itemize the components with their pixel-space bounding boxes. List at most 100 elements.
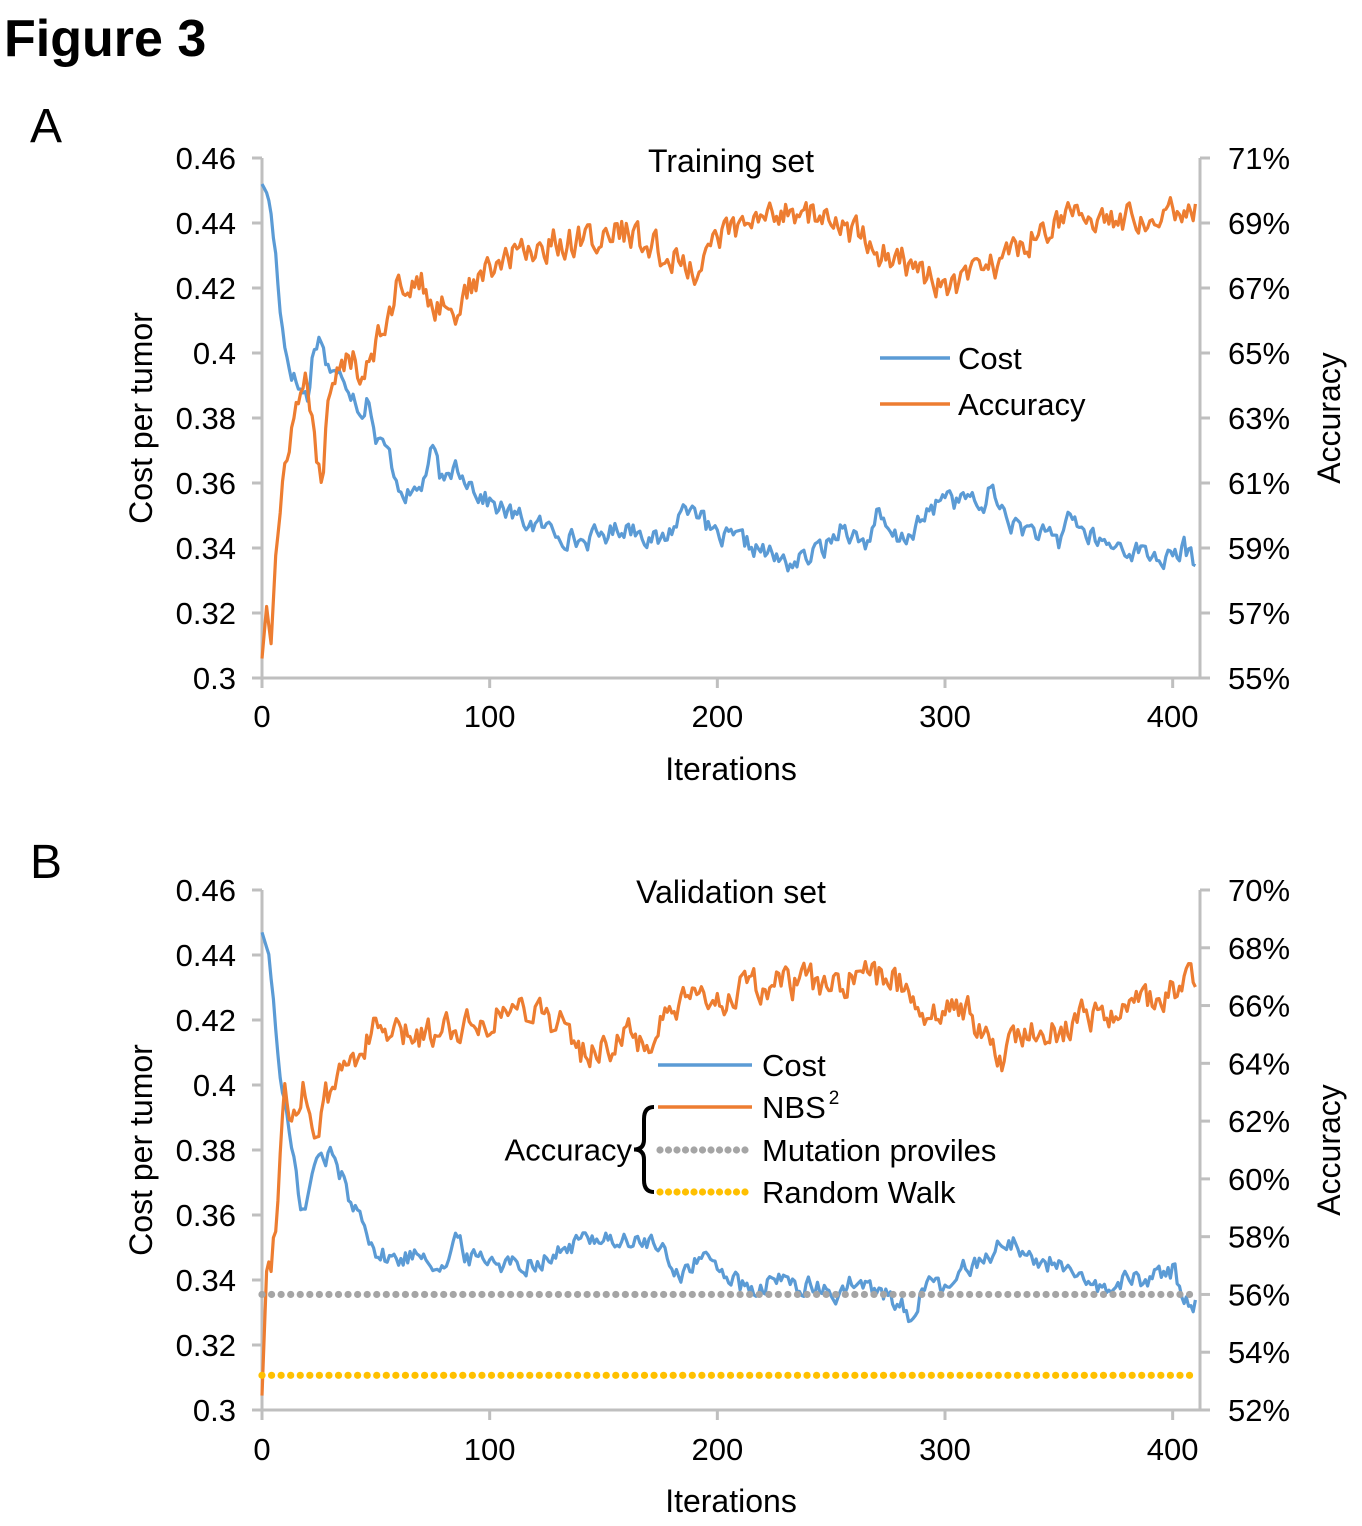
series-random-walk-point — [621, 1371, 629, 1379]
series-random-walk-point — [526, 1371, 534, 1379]
legend-label: NBS 2 — [762, 1088, 839, 1125]
series-mutation-proviles-point — [621, 1290, 629, 1299]
series-random-walk-point — [487, 1371, 496, 1379]
series-random-walk-point — [1176, 1371, 1184, 1379]
series-random-walk-point — [1118, 1371, 1127, 1379]
series-mutation-proviles-point — [1023, 1290, 1031, 1299]
series-random-walk-point — [1032, 1371, 1041, 1379]
series-mutation-proviles-point — [918, 1290, 926, 1299]
y-tick-label: 0.42 — [176, 271, 236, 306]
chart-title: Training set — [648, 143, 814, 179]
series-random-walk-point — [870, 1371, 878, 1379]
legend-swatch-point — [707, 1146, 715, 1154]
legend-label: Accuracy — [958, 387, 1086, 422]
y2-tick-label: 61% — [1228, 466, 1290, 501]
x-tick-label: 100 — [464, 699, 516, 734]
series-mutation-proviles-point — [1109, 1290, 1117, 1299]
series-random-walk-point — [965, 1371, 974, 1379]
y2-tick-label: 60% — [1228, 1162, 1290, 1197]
y2-tick-label: 70% — [1228, 873, 1290, 908]
series-mutation-proviles-point — [1061, 1290, 1069, 1299]
series-random-walk-point — [411, 1371, 419, 1379]
series-mutation-proviles-point — [669, 1290, 677, 1299]
series-random-walk-point — [1099, 1371, 1108, 1379]
series-random-walk-point — [593, 1371, 601, 1379]
y-tick-label: 0.34 — [176, 1263, 236, 1298]
series-mutation-proviles-point — [1042, 1290, 1050, 1299]
series-random-walk-point — [516, 1371, 524, 1379]
legend-swatch-point — [741, 1188, 749, 1196]
series-mutation-proviles-point — [985, 1290, 993, 1299]
series-mutation-proviles-point — [411, 1290, 419, 1299]
series-random-walk-point — [631, 1371, 639, 1379]
series-random-walk-point — [1166, 1371, 1175, 1379]
series-mutation-proviles-point — [746, 1290, 754, 1299]
y2-tick-label: 66% — [1228, 989, 1290, 1024]
series-mutation-proviles-point — [258, 1290, 266, 1299]
y-tick-label: 0.32 — [176, 1328, 236, 1363]
series-random-walk-point — [392, 1371, 400, 1379]
series-mutation-proviles-point — [1128, 1290, 1136, 1299]
series-random-walk-point — [267, 1371, 276, 1379]
x-tick-label: 400 — [1147, 1432, 1199, 1467]
series-mutation-proviles-point — [545, 1290, 553, 1299]
series-mutation-proviles-point — [765, 1290, 773, 1299]
series-mutation-proviles-point — [937, 1290, 945, 1299]
series-random-walk-point — [1138, 1371, 1146, 1379]
series-random-walk-point — [946, 1371, 955, 1379]
series-random-walk-point — [841, 1371, 849, 1379]
series-mutation-proviles-point — [707, 1290, 716, 1299]
series-random-walk-point — [535, 1371, 543, 1379]
y-axis-label: Cost per tumor — [123, 312, 159, 524]
series-random-walk-point — [507, 1371, 515, 1379]
series-random-walk-point — [334, 1371, 343, 1379]
series-mutation-proviles-point — [602, 1290, 610, 1299]
series-random-walk-point — [650, 1371, 658, 1379]
series-random-walk-point — [430, 1371, 438, 1379]
series-random-walk-point — [975, 1371, 983, 1379]
y2-tick-label: 71% — [1228, 141, 1290, 176]
series-mutation-proviles-point — [516, 1290, 524, 1299]
series-random-walk-point — [478, 1371, 486, 1379]
y-tick-label: 0.3 — [193, 661, 236, 696]
series-random-walk-point — [698, 1371, 706, 1379]
legend-label: Cost — [958, 341, 1022, 376]
legend-swatch-point — [681, 1146, 690, 1154]
legend-label: Random Walk — [762, 1175, 956, 1210]
series-mutation-proviles-point — [593, 1290, 601, 1299]
series-cost-line — [260, 931, 1197, 1324]
series-mutation-proviles-point — [832, 1290, 840, 1299]
series-mutation-proviles-point — [803, 1290, 811, 1299]
series-mutation-proviles-point — [1185, 1290, 1194, 1299]
y2-tick-label: 52% — [1228, 1393, 1290, 1428]
chart-title: Validation set — [636, 874, 826, 910]
series-mutation-proviles-point — [660, 1290, 668, 1299]
series-mutation-proviles-point — [564, 1290, 572, 1299]
series-mutation-proviles-point — [526, 1290, 534, 1299]
y-tick-label: 0.44 — [176, 206, 236, 241]
series-mutation-proviles-point — [1147, 1290, 1155, 1299]
panel-label-a: A — [30, 100, 62, 153]
series-mutation-proviles-point — [813, 1290, 821, 1299]
legend-swatch-point — [715, 1146, 724, 1154]
series-mutation-proviles-point — [851, 1290, 859, 1299]
series-random-walk-point — [1090, 1371, 1098, 1379]
series-random-walk-point — [746, 1371, 754, 1379]
series-random-walk-point — [287, 1371, 295, 1379]
series-mutation-proviles-point — [965, 1290, 974, 1299]
panel-b: B 0.3 0.32 0.34 0.36 0.38 0.4 0.42 0.44 0.46 52% 5… — [30, 836, 1347, 1519]
panel-a: A 0.3 0.32 0.34 0.36 0.38 0.4 0.42 0.44 0.46 55% 5… — [30, 100, 1347, 787]
legend-swatch-point — [732, 1146, 741, 1154]
series-random-walk-point — [440, 1371, 448, 1379]
series-random-walk-point — [679, 1371, 687, 1379]
y2-tick-label: 58% — [1228, 1220, 1290, 1255]
series-mutation-proviles-point — [1157, 1290, 1165, 1299]
legend-swatch-point — [681, 1188, 690, 1196]
series-mutation-proviles-point — [440, 1290, 448, 1299]
series-mutation-proviles-point — [679, 1290, 687, 1299]
series-random-walk-point — [363, 1371, 371, 1379]
y-tick-label: 0.32 — [176, 596, 236, 631]
x-tick-label: 200 — [691, 1432, 743, 1467]
legend-swatch-point — [664, 1188, 673, 1196]
series-random-walk-point — [956, 1371, 964, 1379]
